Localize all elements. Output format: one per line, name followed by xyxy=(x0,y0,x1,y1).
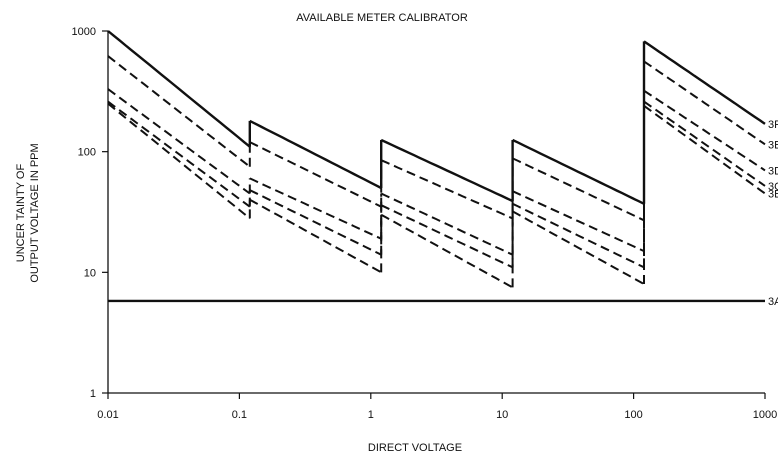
series-label-3F: 3F xyxy=(768,119,778,131)
series-3B-segment xyxy=(108,104,250,219)
series-3F: 3F xyxy=(108,31,778,204)
axes: 0.01 0.1 1 10 100 1000 1 10 100 1000 xyxy=(72,26,778,421)
x-tick-label: 10 xyxy=(496,409,508,421)
series-3C-segment xyxy=(250,190,381,255)
x-axis-label: DIRECT VOLTAGE xyxy=(368,442,462,454)
plot-area: 3F3E3D3C3B3A xyxy=(108,31,778,308)
y-tick-label: 1000 xyxy=(72,26,96,38)
series-3D-segment xyxy=(381,194,512,255)
series-3B: 3B xyxy=(108,104,778,288)
y-axis-label-line1: UNCER TAINTY OF xyxy=(15,164,27,263)
series-3E-segment xyxy=(513,158,644,220)
x-tick-label: 1000 xyxy=(753,409,777,421)
series-3E-segment xyxy=(381,160,512,218)
series-3F-segment xyxy=(250,121,381,188)
series-label-3D: 3D xyxy=(768,165,778,177)
series-3B-segment xyxy=(250,200,381,273)
x-tick-label: 1 xyxy=(368,409,374,421)
series-3C-segment xyxy=(108,102,250,207)
series-label-3B: 3B xyxy=(768,189,778,201)
series-3F-segment xyxy=(513,140,644,204)
series-3F-segment xyxy=(381,140,512,201)
series-3A: 3A xyxy=(108,296,778,308)
series-3D-segment xyxy=(108,89,250,193)
series-3E: 3E xyxy=(108,56,778,220)
x-tick-label: 0.1 xyxy=(232,409,247,421)
series-3C-segment xyxy=(381,205,512,267)
chart-title: AVAILABLE METER CALIBRATOR xyxy=(296,12,468,24)
series-3C-segment xyxy=(644,102,765,186)
series-3F-segment xyxy=(108,31,250,147)
y-axis-label-line2: OUTPUT VOLTAGE IN PPM xyxy=(29,143,41,282)
x-tick-label: 100 xyxy=(624,409,642,421)
y-tick-label: 100 xyxy=(78,147,96,159)
series-label-3A: 3A xyxy=(768,296,778,308)
series-3D-segment xyxy=(250,178,381,238)
y-tick-label: 1 xyxy=(90,388,96,400)
series-3B-segment xyxy=(381,215,512,288)
y-tick-label: 10 xyxy=(84,267,96,279)
series-3F-segment xyxy=(644,41,765,124)
series-3E-segment xyxy=(250,142,381,207)
x-tick-label: 0.01 xyxy=(97,409,118,421)
series-3E-segment xyxy=(108,56,250,167)
series-3B-segment xyxy=(644,106,765,194)
series-3D-segment xyxy=(513,191,644,251)
series-3C-segment xyxy=(513,204,644,267)
series-label-3E: 3E xyxy=(768,139,778,151)
